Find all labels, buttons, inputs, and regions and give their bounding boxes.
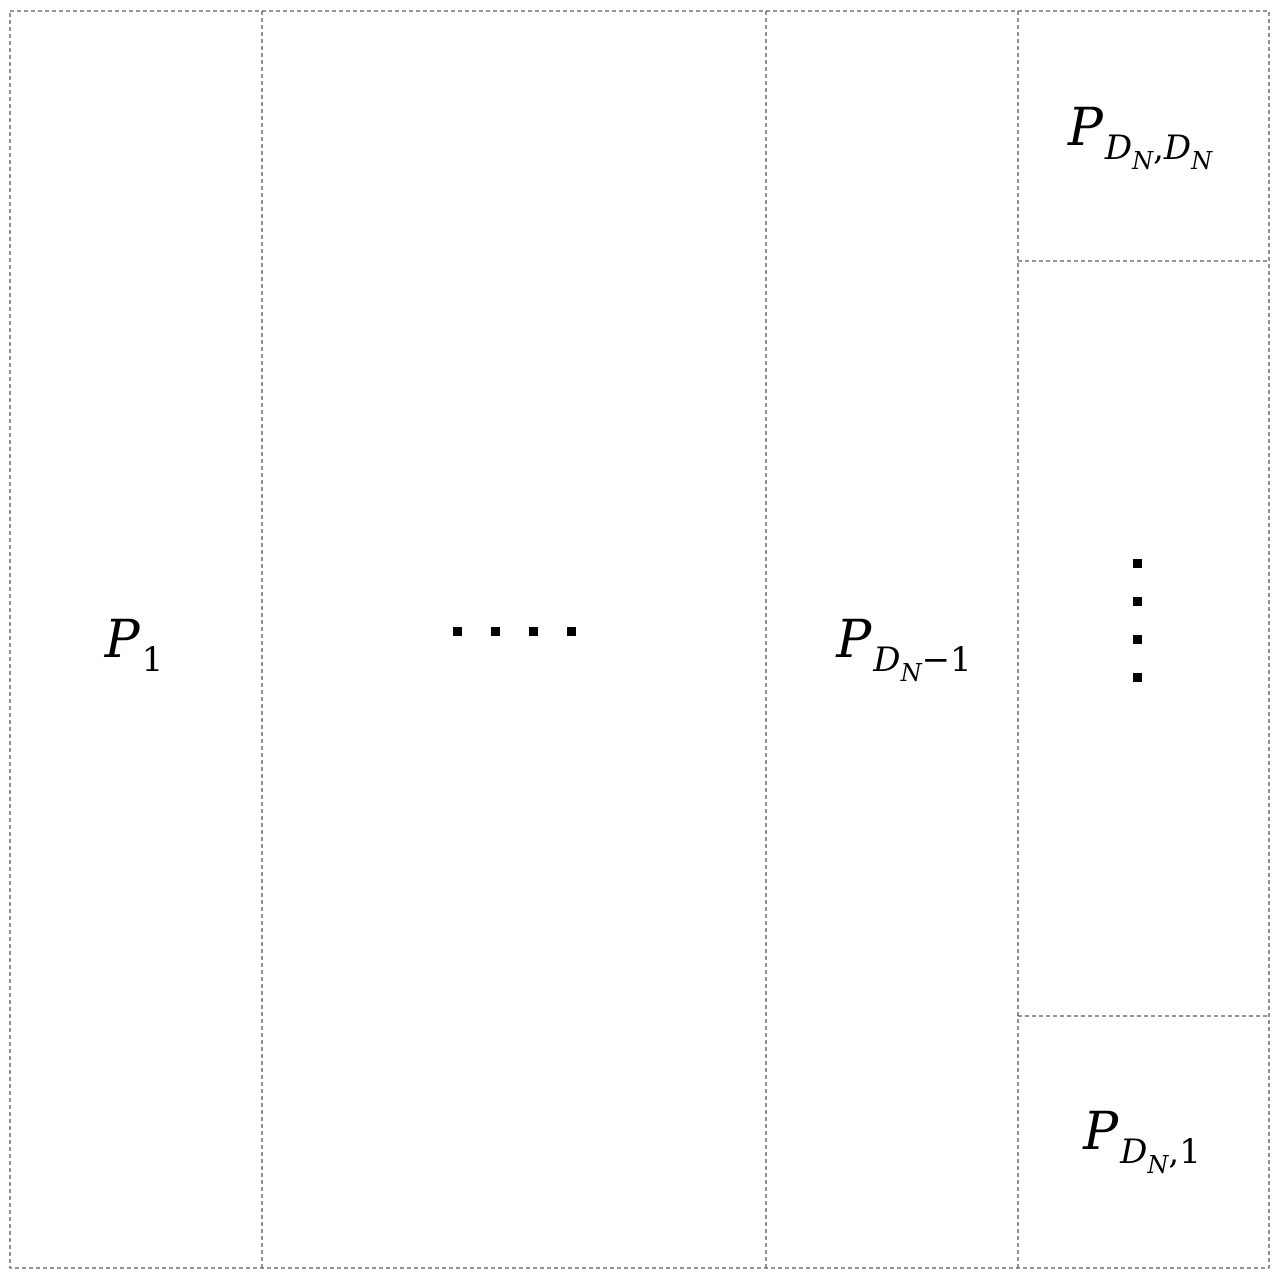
p-dn-1-comma: , [1168,1132,1180,1172]
ellipsis-dot [453,627,462,636]
p-dn-1-sub-symbol: D [1120,1132,1148,1172]
ellipsis-dot [1133,597,1142,606]
ellipsis-dot [1133,635,1142,644]
ellipsis-dot [491,627,500,636]
p-dn-1-sub-sub: N [1147,1151,1169,1179]
p-dn-1-symbol: P [1083,1102,1119,1162]
ellipsis-dot [1133,559,1142,568]
p-dn-minus-1-symbol: P [836,610,872,670]
ellipsis-dot [1133,673,1142,682]
p-dn-minus-1-sub-symbol: D [873,640,901,680]
p-dn-minus-1-sub-sub: N [900,659,922,687]
ellipsis-dot [529,627,538,636]
p-dn-dn-sub-symbol-a: D [1104,128,1133,168]
p-dn-dn-sub-symbol-b: D [1163,128,1192,168]
cell-label-p1: P1 [105,614,164,677]
ellipsis-dot [567,627,576,636]
outer-border [9,10,1270,1269]
p-dn-dn-comma: , [1153,128,1164,168]
cell-label-p-dn-dn: PDN,DN [1068,102,1212,173]
p-dn-dn-sub-sub-a: N [1132,147,1154,175]
p-dn-minus-1-sub-tail: −1 [921,640,972,680]
p1-symbol: P [104,610,140,670]
p-dn-1-sub-tail: 1 [1179,1132,1201,1172]
p1-subscript: 1 [141,640,164,680]
cell-label-p-dn-minus-1: PDN−1 [836,614,971,685]
p-dn-dn-symbol: P [1067,98,1103,158]
p-dn-dn-sub-sub-b: N [1191,147,1213,175]
cell-label-p-dn-1: PDN,1 [1083,1106,1201,1177]
